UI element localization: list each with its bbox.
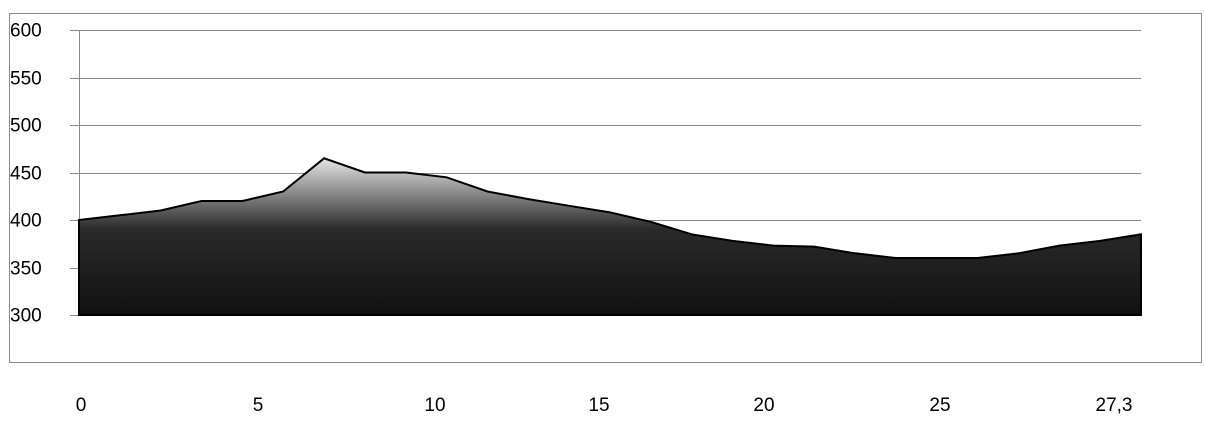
data-point: [609, 211, 611, 214]
data-point: [200, 200, 203, 202]
data-point: [568, 205, 570, 207]
data-point: [1099, 240, 1101, 242]
x-tick-label: 20: [753, 395, 774, 416]
data-point: [690, 233, 693, 236]
data-point: [650, 221, 652, 223]
chart-frame: [9, 13, 1202, 363]
data-point: [1140, 233, 1142, 236]
data-point: [405, 171, 407, 174]
data-point: [895, 257, 897, 259]
y-tick-label: 350: [10, 259, 42, 280]
y-tick-label: 300: [10, 306, 42, 327]
area-fill: [78, 157, 1142, 316]
data-point: [323, 157, 325, 160]
data-point: [854, 252, 856, 255]
data-point: [445, 176, 448, 179]
plot-area: [78, 157, 1142, 316]
x-tick-label: 5: [253, 395, 264, 416]
data-point: [772, 244, 775, 247]
y-tick-label: 450: [10, 164, 42, 185]
x-tick-label: 25: [929, 395, 950, 416]
y-tick-label: 500: [10, 116, 42, 137]
data-point: [527, 198, 530, 200]
x-tick-label: 27,3: [1096, 395, 1133, 416]
data-point: [813, 245, 815, 248]
data-point: [241, 200, 244, 202]
data-point: [1058, 244, 1061, 247]
data-point: [976, 257, 979, 259]
y-tick-label: 550: [10, 69, 42, 90]
x-tick-label: 15: [588, 395, 609, 416]
data-point: [159, 209, 162, 212]
data-point: [731, 240, 734, 242]
y-tick-label: 400: [10, 211, 42, 232]
data-point: [364, 171, 366, 174]
data-point: [282, 190, 285, 193]
y-tick-label: 600: [10, 21, 42, 42]
x-tick-label: 10: [424, 395, 445, 416]
data-point: [936, 257, 938, 259]
x-tick-label: 0: [76, 395, 87, 416]
data-point: [486, 190, 489, 193]
x-axis: 0 5 10 15 20 25 27,3: [76, 395, 1133, 416]
data-point: [78, 219, 80, 221]
data-point: [119, 214, 121, 217]
y-axis: 600 550 500 450 400 350 300: [10, 21, 80, 327]
data-point: [1017, 252, 1020, 255]
